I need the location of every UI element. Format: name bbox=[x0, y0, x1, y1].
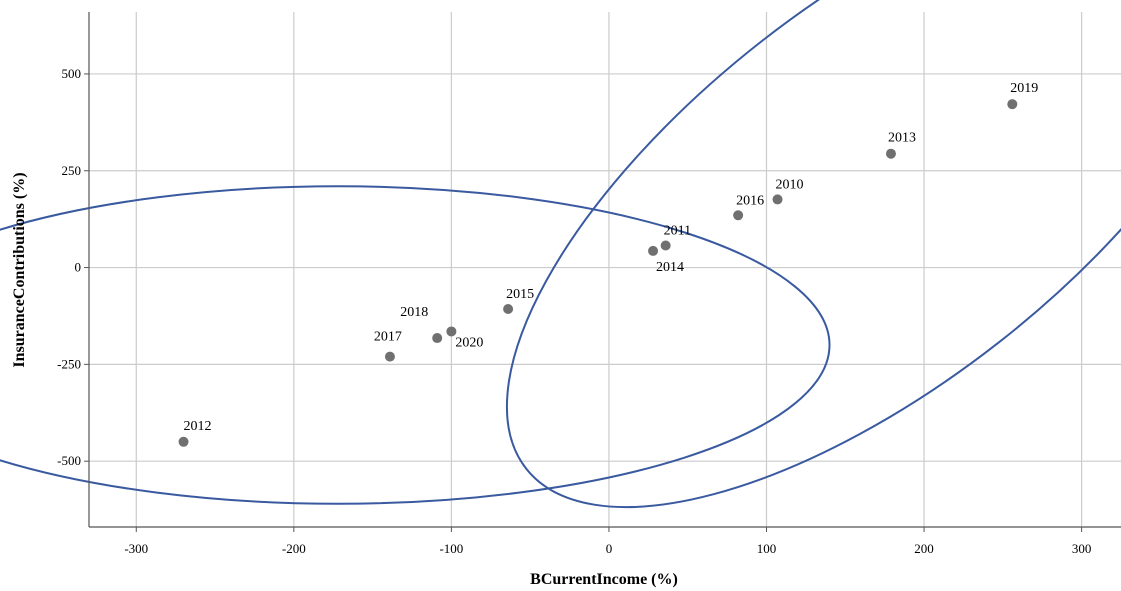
y-tick-labels: -500 -250 0 250 500 bbox=[57, 66, 89, 468]
x-tick-label: 300 bbox=[1072, 541, 1092, 556]
y-tick-label: 250 bbox=[62, 163, 82, 178]
point-label-2018: 2018 bbox=[400, 305, 428, 320]
x-tick-label: 200 bbox=[914, 541, 934, 556]
point-label-2017: 2017 bbox=[374, 330, 402, 345]
data-point-2016 bbox=[733, 210, 744, 221]
point-label-2020: 2020 bbox=[455, 335, 483, 350]
x-tick-label: 100 bbox=[757, 541, 777, 556]
point-label-2019: 2019 bbox=[1010, 81, 1038, 96]
data-point-2010 bbox=[772, 194, 783, 205]
y-tick-label: -500 bbox=[57, 453, 81, 468]
data-point-2017 bbox=[384, 351, 395, 362]
point-labels: 2012 2017 2018 2020 2015 2014 2011 2016 2010 2013… bbox=[184, 81, 1039, 434]
y-axis-title: InsuranceContributions (%) bbox=[11, 172, 28, 367]
x-tick-label: 0 bbox=[606, 541, 613, 556]
y-tick-label: 500 bbox=[62, 66, 82, 81]
point-label-2014: 2014 bbox=[656, 260, 684, 275]
data-point-2020 bbox=[446, 326, 457, 337]
x-tick-label: -300 bbox=[124, 541, 148, 556]
data-point-2014 bbox=[648, 245, 659, 256]
x-tick-label: -200 bbox=[282, 541, 306, 556]
y-tick-label: 0 bbox=[75, 260, 82, 275]
y-tick-label: -250 bbox=[57, 356, 81, 371]
data-point-2012 bbox=[178, 436, 189, 447]
grid-lines bbox=[89, 12, 1121, 527]
point-label-2013: 2013 bbox=[888, 131, 916, 146]
point-label-2010: 2010 bbox=[776, 177, 804, 192]
point-label-2012: 2012 bbox=[184, 419, 212, 434]
data-points bbox=[178, 99, 1018, 447]
data-point-2015 bbox=[503, 303, 514, 314]
cluster-ellipse-1 bbox=[0, 185, 831, 505]
point-label-2015: 2015 bbox=[506, 287, 534, 302]
x-tick-label: -100 bbox=[439, 541, 463, 556]
x-tick-labels: -300 -200 -100 0 100 200 300 bbox=[124, 527, 1091, 556]
data-point-2019 bbox=[1007, 99, 1018, 110]
axes bbox=[88, 12, 1121, 528]
cluster-ellipse-2 bbox=[505, 0, 1121, 509]
data-point-2013 bbox=[885, 148, 896, 159]
point-label-2016: 2016 bbox=[736, 193, 764, 208]
point-label-2011: 2011 bbox=[664, 223, 691, 238]
data-point-2018 bbox=[432, 333, 443, 344]
x-axis-title: BCurrentIncome (%) bbox=[530, 571, 678, 588]
data-point-2011 bbox=[660, 240, 671, 251]
